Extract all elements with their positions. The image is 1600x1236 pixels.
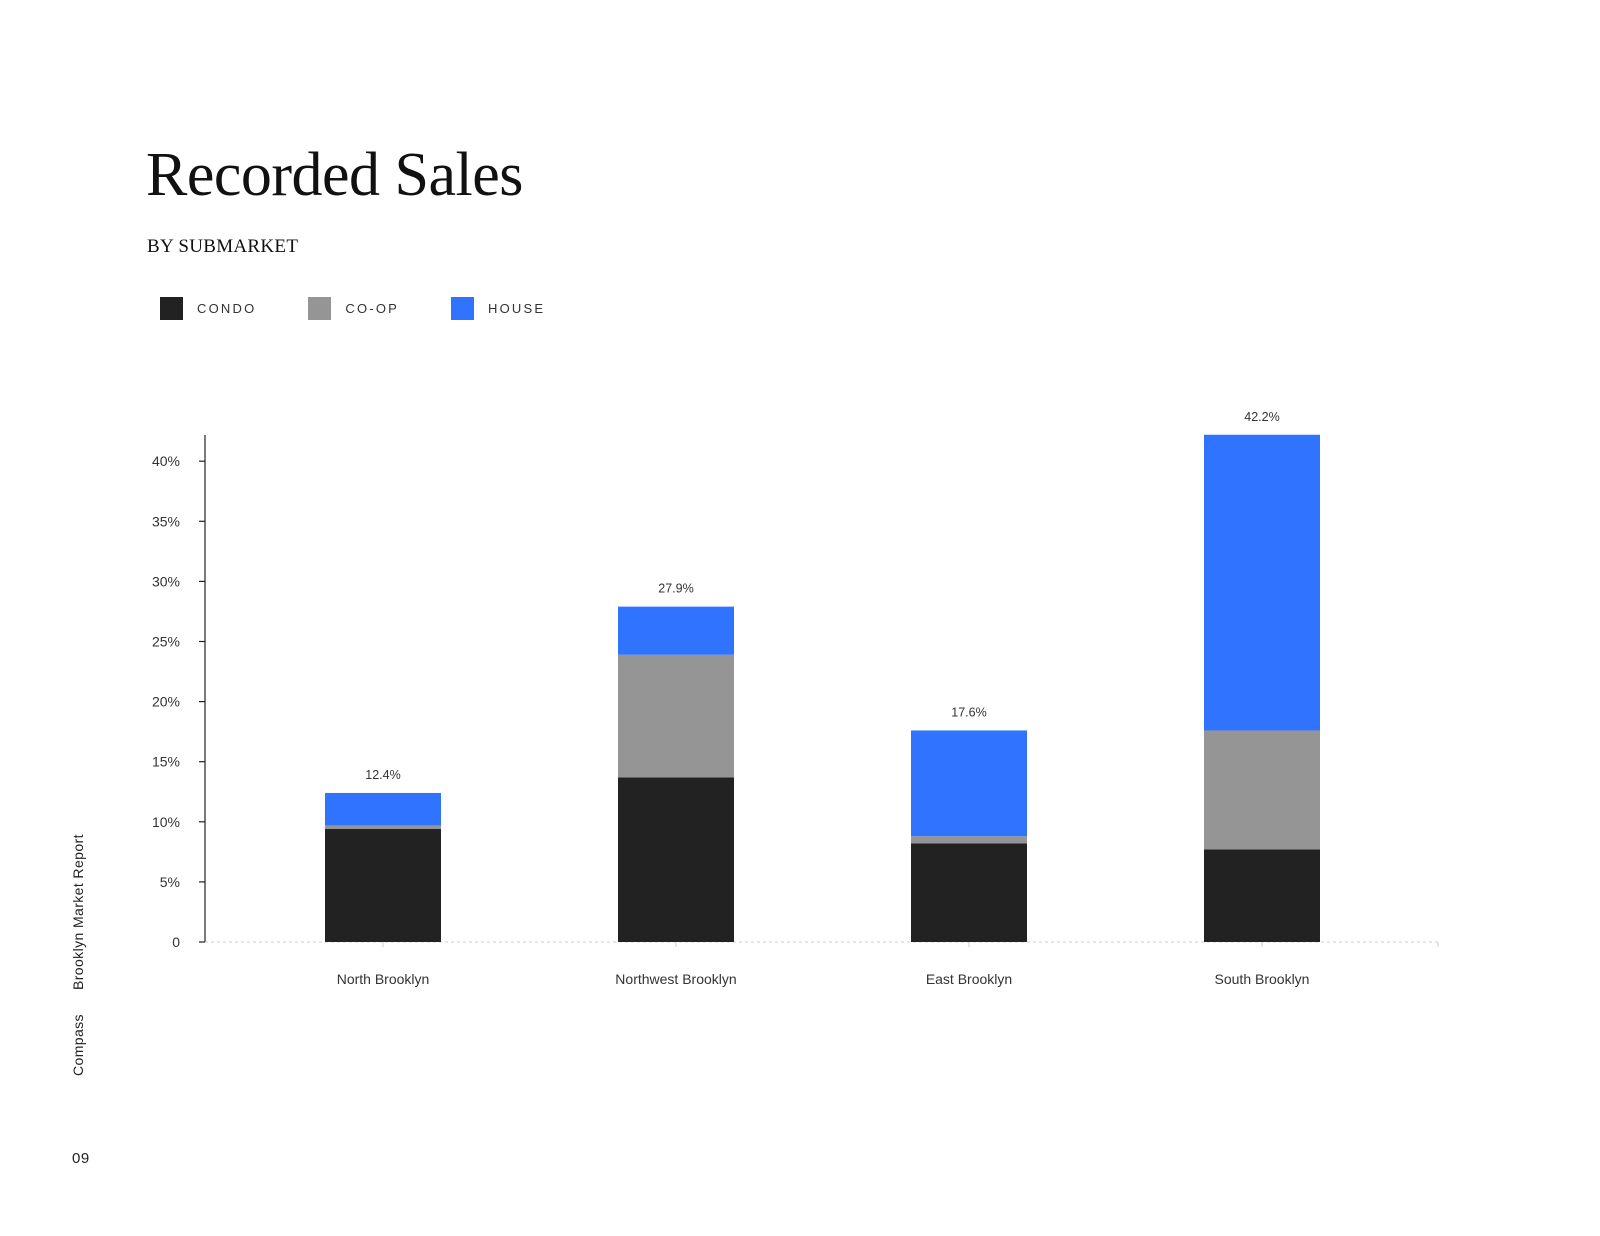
report-title-vertical: Brooklyn Market Report (70, 834, 86, 990)
y-tick-label: 20% (152, 694, 180, 710)
bar-segment-house (325, 792, 441, 826)
bar-segment-house (1204, 434, 1320, 731)
y-tick-label: 25% (152, 634, 180, 650)
bar-segment-house (911, 730, 1027, 837)
brand-name-vertical: Compass (70, 1014, 86, 1076)
bar-total-label: 42.2% (1244, 410, 1279, 424)
y-tick-label: 30% (152, 573, 180, 589)
y-tick-label: 40% (152, 453, 180, 469)
y-tick-label: 0 (172, 934, 180, 950)
x-tick-label: Northwest Brooklyn (615, 971, 736, 987)
bar-segment-coop (618, 654, 734, 778)
legend-swatch-condo (160, 297, 183, 320)
x-tick-label: North Brooklyn (337, 971, 430, 987)
chart-legend: CONDO CO-OP HOUSE (160, 297, 597, 320)
bar-segment-coop (325, 825, 441, 830)
page-number: 09 (72, 1150, 90, 1167)
legend-item-house: HOUSE (451, 297, 545, 320)
bar-segment-condo (911, 843, 1027, 942)
legend-item-coop: CO-OP (308, 297, 399, 320)
legend-swatch-coop (308, 297, 332, 320)
legend-label-coop: CO-OP (345, 301, 400, 316)
x-tick-label: South Brooklyn (1215, 971, 1310, 987)
bar-total-label: 27.9% (658, 582, 693, 596)
legend-label-house: HOUSE (488, 301, 546, 316)
x-tick-label: East Brooklyn (926, 971, 1012, 987)
bar-total-label: 17.6% (951, 705, 986, 719)
bar-segment-house (618, 606, 734, 655)
y-tick-label: 15% (152, 754, 180, 770)
bar-segment-condo (1204, 849, 1320, 942)
bar-segment-condo (618, 777, 734, 942)
legend-item-condo: CONDO (160, 297, 256, 320)
page-subtitle: BY SUBMARKET (147, 236, 299, 257)
bar-segment-coop (1204, 730, 1320, 850)
page-title: Recorded Sales (146, 141, 523, 209)
bar-segment-condo (325, 829, 441, 942)
y-tick-label: 5% (160, 874, 180, 890)
y-tick-label: 10% (152, 814, 180, 830)
legend-swatch-house (451, 297, 475, 320)
bar-segment-coop (911, 836, 1027, 844)
bar-total-label: 12.4% (365, 768, 400, 782)
y-tick-label: 35% (152, 513, 180, 529)
legend-label-condo: CONDO (197, 301, 257, 316)
